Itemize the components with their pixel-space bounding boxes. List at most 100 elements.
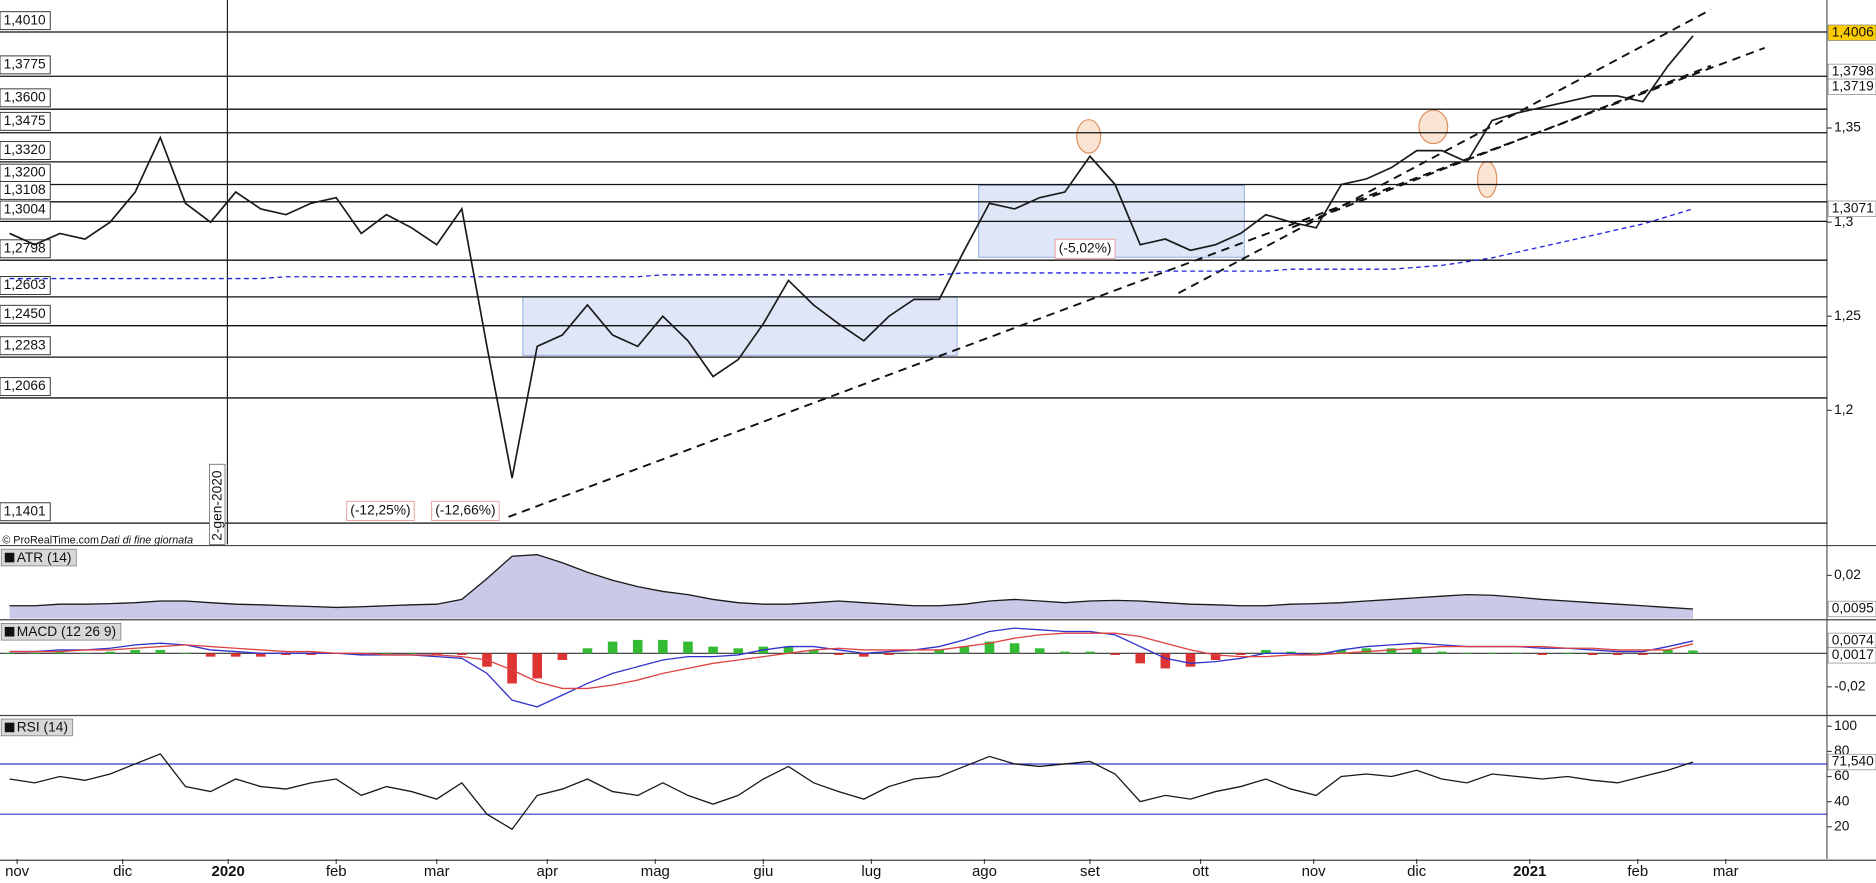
- x-tick-label: lug: [861, 863, 881, 880]
- value-badge: [1827, 600, 1876, 618]
- y-tick-label: 1,2: [1834, 402, 1853, 417]
- histogram-bar: [959, 646, 970, 654]
- x-tick-label: set: [1080, 863, 1101, 880]
- level-label: 1,3775: [4, 57, 46, 72]
- x-tick-label: feb: [326, 863, 347, 880]
- annotation: (-12,25%): [350, 503, 410, 518]
- x-tick-label: 2020: [212, 863, 245, 880]
- level-label: 1,2283: [4, 337, 46, 352]
- x-tick-label: nov: [5, 863, 30, 880]
- value-badge: [1827, 200, 1876, 217]
- y-tick-label: 1,3: [1834, 214, 1853, 229]
- level-label-box: [0, 88, 51, 108]
- histogram-bar: [934, 649, 945, 654]
- histogram-bar: [557, 653, 568, 661]
- value-badge-label: 1,4006: [1832, 24, 1874, 39]
- level-label: 1,3200: [4, 165, 46, 180]
- histogram-bar: [105, 651, 115, 654]
- y-tick-label: 20: [1834, 818, 1850, 833]
- histogram-bar: [1185, 653, 1196, 667]
- histogram-bar: [1261, 649, 1271, 654]
- panel-title-label: MACD (12 26 9): [17, 624, 116, 639]
- panel-title-label: RSI (14): [17, 720, 68, 735]
- x-tick-label: giu: [753, 863, 773, 880]
- histogram-bar: [909, 653, 919, 654]
- series-line: [9, 554, 1694, 610]
- histogram-bar: [1160, 653, 1171, 669]
- histogram-bar: [180, 653, 191, 654]
- level-label: 1,3600: [4, 89, 46, 104]
- x-tick-label: 2021: [1513, 863, 1546, 880]
- histogram-bar: [1311, 653, 1321, 654]
- highlight-circle: [1076, 119, 1102, 154]
- histogram-bar: [1034, 648, 1045, 654]
- series-line: [9, 208, 1694, 280]
- histogram-bar: [833, 653, 844, 655]
- histogram-bar: [658, 639, 668, 654]
- level-label: 1,4010: [4, 12, 46, 27]
- histogram-bar: [431, 653, 442, 655]
- value-badge: [1827, 78, 1876, 95]
- panel-title-swatch: [4, 722, 15, 733]
- y-tick-label: -0,02: [1834, 678, 1865, 693]
- value-badge-label: 0,0017: [1832, 647, 1874, 662]
- level-label-box: [0, 304, 51, 324]
- histogram-bar: [582, 648, 593, 654]
- histogram-bar: [55, 651, 65, 654]
- histogram-bar: [1663, 649, 1673, 654]
- source-note: Dati di fine giornata: [101, 535, 194, 547]
- highlight-circle: [1418, 109, 1449, 145]
- annotation-box: [1054, 238, 1116, 259]
- histogram-bar: [80, 653, 90, 654]
- panel-title-label: ATR (14): [17, 550, 72, 565]
- histogram-bar: [1436, 651, 1447, 654]
- y-tick-label: 1,25: [1834, 308, 1861, 323]
- level-label-box: [0, 276, 51, 295]
- histogram-bar: [1612, 653, 1623, 655]
- histogram-bar: [733, 648, 744, 654]
- level-label-box: [0, 336, 51, 356]
- annotation: (-5,02%): [1059, 241, 1112, 256]
- histogram-bar: [1235, 653, 1246, 655]
- area: [9, 554, 1694, 619]
- histogram-bar: [632, 639, 643, 654]
- highlight-circle: [1476, 160, 1498, 199]
- level-label-box: [0, 55, 51, 75]
- histogram-bar: [1411, 648, 1422, 654]
- panel-title: MACD (12 26 9): [0, 622, 122, 641]
- histogram-bar: [1060, 651, 1070, 654]
- histogram-bar: [1512, 653, 1522, 654]
- panel-title: RSI (14): [0, 718, 74, 737]
- x-tick-label: dic: [1407, 863, 1427, 880]
- value-badge: [1827, 647, 1876, 664]
- histogram-bar: [859, 653, 869, 657]
- level-label: 1,3108: [4, 182, 46, 197]
- level-label: 1,3320: [4, 142, 46, 157]
- trend-line: [1291, 64, 1712, 229]
- histogram-bar: [1688, 650, 1698, 654]
- panel-title-box: [0, 548, 77, 567]
- value-badge: [1827, 753, 1876, 771]
- histogram-bar: [507, 653, 517, 684]
- histogram-bar: [984, 641, 995, 654]
- value-badge-label: 71,540: [1832, 754, 1874, 769]
- x-tick-label: nov: [1302, 863, 1327, 880]
- histogram-bar: [884, 653, 894, 655]
- value-badge-label: 1,3798: [1832, 64, 1874, 79]
- histogram-bar: [381, 653, 392, 654]
- panel-title-swatch: [4, 552, 15, 563]
- x-tick-label: mar: [424, 863, 450, 880]
- histogram-bar: [1562, 653, 1573, 654]
- histogram-bar: [683, 641, 693, 654]
- histogram-bar: [230, 653, 241, 657]
- panel-title-box: [0, 718, 74, 737]
- level-label-box: [0, 502, 51, 522]
- histogram-bar: [130, 649, 140, 654]
- level-label-box: [0, 377, 51, 397]
- x-tick-label: dic: [113, 863, 133, 880]
- histogram-bar: [1587, 653, 1598, 655]
- histogram-bar: [306, 653, 316, 655]
- histogram-bar: [457, 653, 467, 655]
